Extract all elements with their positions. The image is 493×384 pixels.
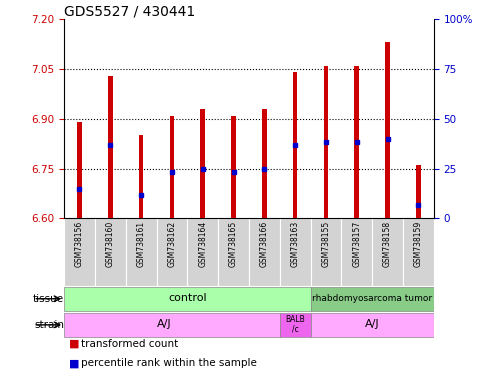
Text: GSM738157: GSM738157 [352, 220, 361, 267]
Bar [218, 218, 249, 286]
Text: A/J: A/J [365, 319, 380, 329]
Bar [386, 43, 390, 218]
Bar [280, 313, 311, 337]
Bar [157, 218, 187, 286]
Bar [170, 116, 174, 218]
Text: GSM738163: GSM738163 [291, 220, 300, 267]
Bar [311, 287, 434, 311]
Bar [311, 313, 434, 337]
Text: A/J: A/J [157, 319, 172, 329]
Text: rhabdomyosarcoma tumor: rhabdomyosarcoma tumor [312, 294, 432, 303]
Text: ■: ■ [69, 358, 83, 368]
Bar [311, 218, 341, 286]
Bar [341, 218, 372, 286]
Text: strain: strain [34, 320, 64, 330]
Text: GDS5527 / 430441: GDS5527 / 430441 [64, 4, 195, 18]
Bar [403, 218, 434, 286]
Bar [64, 287, 311, 311]
Text: GSM738165: GSM738165 [229, 220, 238, 267]
Text: GSM738156: GSM738156 [75, 220, 84, 267]
Text: control: control [168, 293, 207, 303]
Text: percentile rank within the sample: percentile rank within the sample [81, 358, 257, 368]
Bar [64, 313, 280, 337]
Text: tissue: tissue [33, 294, 64, 304]
Bar [201, 109, 205, 218]
Bar [95, 218, 126, 286]
Text: GSM738164: GSM738164 [198, 220, 207, 267]
Bar [77, 122, 82, 218]
Bar [262, 109, 267, 218]
Text: GSM738159: GSM738159 [414, 220, 423, 267]
Text: GSM738158: GSM738158 [383, 220, 392, 266]
Bar [293, 72, 297, 218]
Text: GSM738155: GSM738155 [321, 220, 330, 267]
Text: GSM738162: GSM738162 [168, 220, 176, 266]
Bar [139, 136, 143, 218]
Bar [187, 218, 218, 286]
Bar [354, 66, 359, 218]
Bar [108, 76, 112, 218]
Text: GSM738160: GSM738160 [106, 220, 115, 267]
Bar [231, 116, 236, 218]
Bar [64, 218, 95, 286]
Bar [126, 218, 157, 286]
Bar [280, 218, 311, 286]
Text: ■: ■ [69, 339, 83, 349]
Text: BALB
/c: BALB /c [285, 315, 305, 334]
Text: transformed count: transformed count [81, 339, 178, 349]
Text: GSM738166: GSM738166 [260, 220, 269, 267]
Bar [249, 218, 280, 286]
Bar [372, 218, 403, 286]
Text: GSM738161: GSM738161 [137, 220, 145, 266]
Bar [324, 66, 328, 218]
Bar [416, 166, 421, 218]
